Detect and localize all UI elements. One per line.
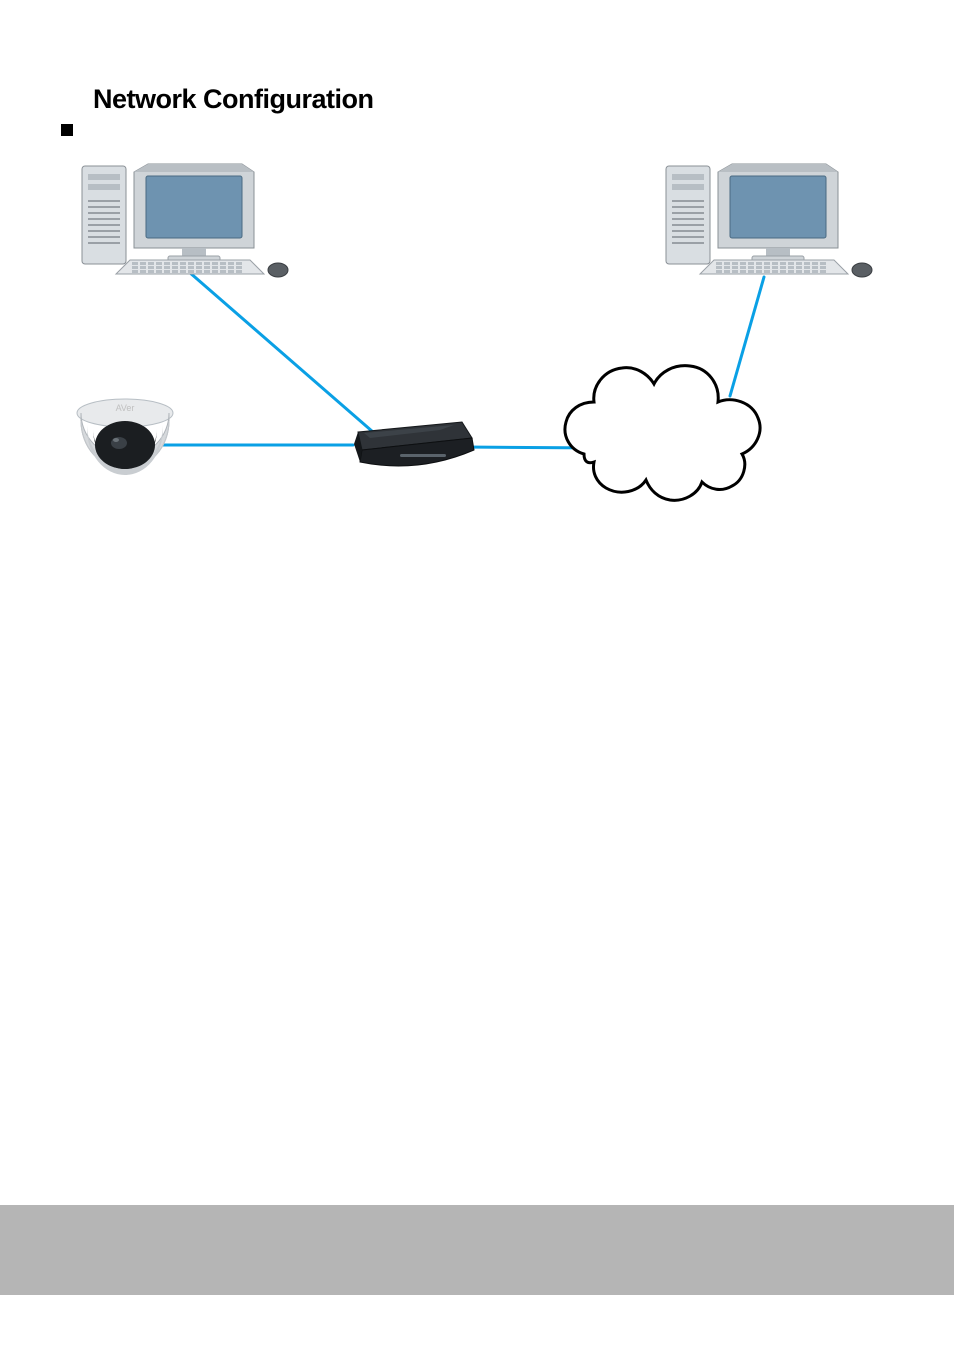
camera-brand-label: AVer <box>116 403 135 413</box>
modem-icon <box>354 422 474 466</box>
network-diagram: AVer <box>0 0 954 530</box>
link-line-3 <box>730 277 764 396</box>
dome-camera-icon: AVer <box>77 399 173 475</box>
desktop-pc-icon <box>82 164 288 277</box>
cloud-icon <box>565 366 760 501</box>
footer-band <box>0 1205 954 1295</box>
desktop-pc-icon <box>666 164 872 277</box>
link-line-0 <box>181 265 373 432</box>
page: Network Configuration AVer <box>0 0 954 1354</box>
